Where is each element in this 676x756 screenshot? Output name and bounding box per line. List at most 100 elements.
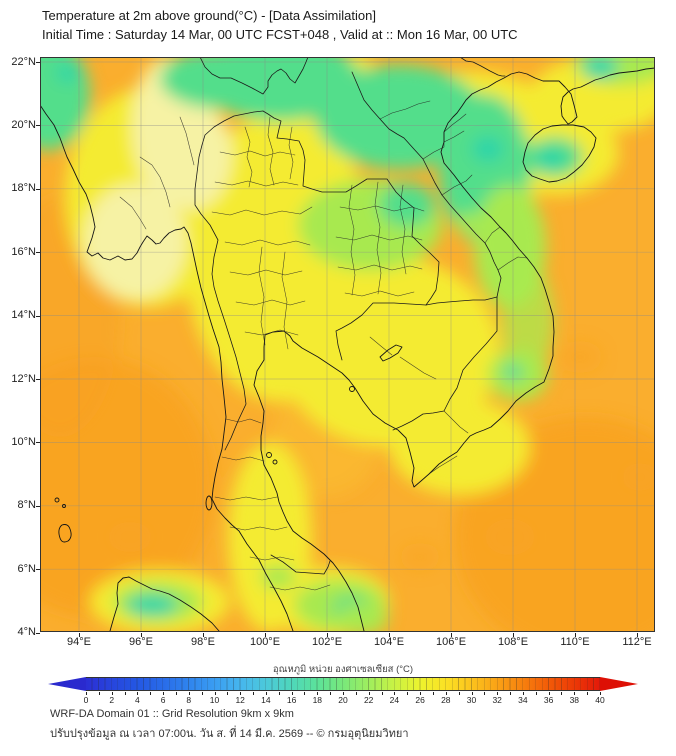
- colorbar-tick-label: 14: [261, 695, 271, 705]
- colorbar-tick-label: 2: [109, 695, 115, 705]
- y-axis-tick: [36, 379, 40, 380]
- colorbar-tick: [330, 692, 332, 695]
- y-axis-label: 6°N: [17, 562, 36, 575]
- x-axis-tick: [327, 633, 328, 637]
- colorbar-tick-label: 4: [135, 695, 140, 705]
- update-info-text: ปรับปรุงข้อมูล ณ เวลา 07:00น. วัน ส. ที่…: [50, 728, 409, 740]
- colorbar-tick-label: 40: [595, 695, 605, 705]
- colorbar-tick-label: 24: [389, 695, 400, 705]
- domain-info-text: WRF-DA Domain 01 :: Grid Resolution 9km …: [50, 708, 294, 720]
- colorbar-tick: [381, 692, 383, 695]
- x-axis-tick: [79, 633, 80, 637]
- colorbar-tick: [98, 692, 100, 695]
- colorbar-tick: [278, 692, 280, 695]
- colorbar-tick-label: 8: [186, 695, 192, 705]
- y-axis-label: 12°N: [11, 372, 36, 385]
- colorbar-tick-label: 10: [209, 695, 220, 705]
- colorbar-tick: [471, 692, 473, 695]
- colorbar-tick: [240, 692, 242, 695]
- colorbar-tick-label: 34: [518, 695, 528, 705]
- colorbar-tick: [561, 692, 563, 695]
- colorbar-tick-label: 26: [415, 695, 425, 705]
- map-plot-area: [40, 57, 655, 632]
- colorbar-tick: [265, 692, 267, 695]
- y-axis-tick: [36, 315, 40, 317]
- x-axis-tick: [451, 633, 452, 637]
- coastlines: [40, 67, 655, 632]
- x-axis-tick: [265, 633, 266, 637]
- colorbar-tick: [587, 692, 589, 695]
- colorbar-tick-label: 12: [235, 695, 245, 705]
- x-axis-label: 94°E: [67, 636, 91, 648]
- colorbar-tick-label: 22: [363, 695, 374, 705]
- colorbar-title: อุณหภูมิ หน่วย องศาเซลเซียส (°C): [272, 664, 414, 675]
- y-axis-tick: [36, 62, 40, 63]
- y-axis-tick: [36, 505, 40, 507]
- y-axis-label: 16°N: [11, 245, 36, 258]
- colorbar-tick: [317, 692, 319, 695]
- colorbar-tick: [253, 692, 255, 695]
- y-axis-label: 22°N: [11, 55, 36, 68]
- colorbar-tick: [445, 692, 447, 695]
- x-axis-label: 100°E: [249, 636, 281, 648]
- colorbar-tick: [124, 692, 126, 695]
- colorbar-gradient: [86, 677, 600, 691]
- y-axis-tick: [36, 442, 40, 444]
- x-axis-label: 108°E: [497, 636, 529, 648]
- colorbar-tick-label: 20: [338, 695, 348, 705]
- x-axis-label: 98°E: [191, 636, 215, 648]
- colorbar-tick: [574, 692, 576, 695]
- x-axis-label: 106°E: [435, 636, 467, 648]
- colorbar-tick: [394, 692, 396, 695]
- y-axis-label: 10°N: [11, 435, 36, 448]
- x-axis-tick: [141, 633, 142, 637]
- colorbar-tick: [355, 692, 357, 695]
- colorbar-tick: [522, 692, 524, 695]
- colorbar-tick-label: 32: [492, 695, 502, 705]
- x-axis-tick: [203, 633, 204, 637]
- page-title: Temperature at 2m above ground(°C) - [Da…: [42, 8, 376, 23]
- colorbar-tick: [304, 692, 306, 695]
- colorbar-tick-label: 30: [466, 695, 477, 705]
- colorbar-tick-label: 6: [160, 695, 166, 705]
- colorbar-tick: [600, 692, 601, 695]
- y-axis-tick: [36, 569, 40, 571]
- colorbar-tick: [214, 692, 216, 695]
- colorbar-tick: [497, 692, 499, 695]
- colorbar-tick: [227, 692, 229, 695]
- temperature-field: [40, 57, 655, 632]
- colorbar-tick-label: 0: [83, 695, 89, 705]
- x-axis-label: 104°E: [373, 636, 405, 648]
- colorbar-tick-label: 28: [441, 695, 451, 705]
- colorbar-tick: [432, 692, 434, 695]
- x-axis-label: 112°E: [622, 636, 652, 648]
- y-axis-tick: [36, 252, 40, 254]
- colorbar-tick: [188, 692, 190, 695]
- colorbar-tick: [86, 692, 87, 695]
- colorbar-right-arrow: [600, 677, 638, 691]
- y-axis-label: 18°N: [11, 182, 36, 195]
- colorbar-tick: [150, 692, 152, 695]
- y-axis-label: 14°N: [11, 309, 36, 322]
- colorbar-tick: [458, 692, 460, 695]
- map-frame: [40, 57, 655, 632]
- colorbar-tick: [420, 692, 422, 695]
- y-axis-label: 8°N: [17, 499, 36, 512]
- colorbar: [48, 677, 638, 691]
- colorbar-tick: [343, 692, 344, 695]
- colorbar-tick-label: 36: [543, 695, 554, 705]
- page-subtitle: Initial Time : Saturday 14 Mar, 00 UTC F…: [42, 27, 518, 42]
- y-axis-tick: [36, 188, 40, 190]
- colorbar-tick-label: 16: [286, 695, 297, 705]
- x-axis-label: 102°E: [311, 636, 343, 648]
- colorbar-left-arrow: [48, 677, 86, 691]
- colorbar-tick: [510, 692, 512, 695]
- x-axis-label: 110°E: [560, 636, 590, 648]
- temperature-map: [40, 57, 655, 632]
- y-axis-label: 20°N: [11, 118, 36, 131]
- y-axis-label: 4°N: [17, 626, 36, 639]
- colorbar-tick-label: 38: [569, 695, 580, 705]
- colorbar-tick: [175, 692, 177, 695]
- y-axis-tick: [36, 125, 40, 127]
